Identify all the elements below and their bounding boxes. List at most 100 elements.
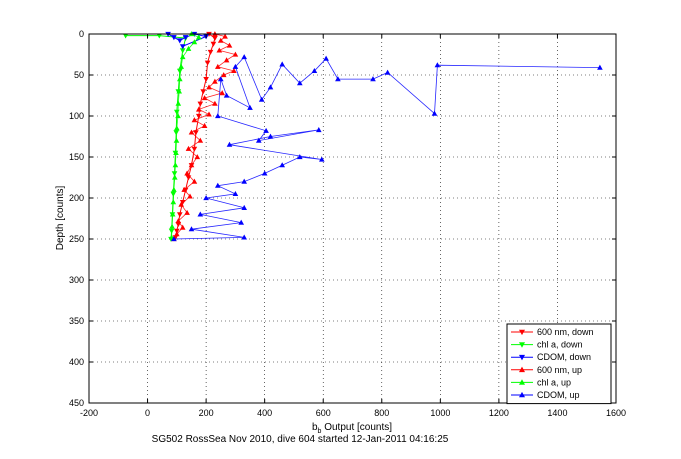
data-point bbox=[179, 44, 186, 50]
data-point bbox=[434, 62, 441, 68]
data-point bbox=[171, 171, 178, 177]
data-point bbox=[200, 89, 207, 95]
data-point bbox=[238, 219, 245, 225]
data-point bbox=[214, 182, 221, 188]
x-tick-label: 1200 bbox=[489, 408, 509, 418]
data-point bbox=[370, 76, 376, 82]
data-point bbox=[207, 49, 214, 55]
data-point bbox=[241, 54, 248, 60]
data-point bbox=[241, 204, 248, 210]
data-point bbox=[176, 38, 183, 44]
x-tick-label: 800 bbox=[374, 408, 389, 418]
data-point bbox=[315, 126, 322, 133]
legend-item: chl a, down bbox=[511, 340, 583, 350]
data-point bbox=[214, 113, 221, 119]
data-point bbox=[217, 76, 224, 82]
data-point bbox=[204, 60, 211, 66]
y-tick-label: 0 bbox=[79, 29, 84, 39]
legend-box bbox=[506, 323, 612, 405]
axes-box bbox=[88, 33, 617, 404]
legend-label: 600 nm, up bbox=[537, 365, 582, 375]
data-point bbox=[267, 133, 274, 139]
data-point bbox=[173, 228, 180, 234]
data-point bbox=[197, 211, 204, 217]
legend-item: 600 nm, down bbox=[511, 327, 594, 337]
grid-lines bbox=[89, 34, 616, 403]
legend-item: 600 nm, up bbox=[511, 365, 582, 375]
legend-label: 600 nm, down bbox=[537, 327, 594, 337]
series-600-nm-up bbox=[171, 31, 239, 242]
data-point bbox=[232, 190, 239, 196]
legend-label: chl a, up bbox=[537, 377, 571, 387]
data-point bbox=[175, 218, 182, 224]
data-point bbox=[176, 76, 183, 82]
data-point bbox=[187, 193, 193, 199]
data-point bbox=[206, 111, 212, 117]
data-point bbox=[226, 42, 233, 48]
data-point bbox=[184, 209, 190, 215]
data-point bbox=[173, 149, 179, 155]
series-chl-a-up bbox=[168, 31, 202, 240]
legend-item: CDOM, down bbox=[511, 352, 591, 362]
y-tick-label: 100 bbox=[69, 111, 84, 121]
x-tick-label: 1000 bbox=[430, 408, 450, 418]
data-point bbox=[170, 199, 177, 205]
data-point bbox=[267, 84, 274, 90]
series-line bbox=[173, 33, 237, 240]
legend-item: chl a, up bbox=[511, 377, 571, 387]
series-cdom-up bbox=[171, 54, 603, 242]
data-point bbox=[212, 100, 218, 106]
x-tick-label: 1600 bbox=[606, 408, 626, 418]
x-tick-label: 0 bbox=[145, 408, 150, 418]
legend-label: CDOM, up bbox=[537, 390, 580, 400]
y-tick-label: 450 bbox=[69, 398, 84, 408]
data-point bbox=[171, 236, 177, 242]
data-point bbox=[194, 154, 201, 160]
y-tick-label: 250 bbox=[69, 234, 84, 244]
data-point bbox=[197, 101, 204, 107]
y-tick-label: 350 bbox=[69, 316, 84, 326]
data-point bbox=[518, 329, 526, 336]
data-point bbox=[185, 145, 192, 151]
data-point bbox=[216, 47, 223, 53]
data-point bbox=[191, 117, 198, 123]
data-point bbox=[323, 55, 329, 61]
data-point bbox=[176, 88, 183, 94]
data-point bbox=[217, 37, 224, 43]
data-point bbox=[255, 137, 262, 143]
data-point bbox=[212, 78, 218, 84]
data-point bbox=[231, 67, 237, 73]
data-point bbox=[222, 33, 228, 39]
data-point bbox=[195, 113, 202, 119]
data-point bbox=[384, 69, 391, 75]
data-point bbox=[518, 379, 526, 385]
data-point bbox=[178, 201, 185, 207]
data-point bbox=[226, 141, 233, 147]
data-point bbox=[201, 95, 208, 101]
data-point bbox=[182, 35, 189, 41]
data-point bbox=[296, 154, 303, 160]
data-point bbox=[597, 64, 603, 70]
data-point bbox=[279, 162, 286, 168]
data-point bbox=[173, 130, 180, 136]
data-point bbox=[179, 54, 186, 60]
data-point bbox=[169, 211, 176, 217]
data-point bbox=[232, 51, 239, 57]
data-point bbox=[179, 224, 186, 230]
data-point bbox=[232, 63, 239, 69]
data-point bbox=[518, 342, 526, 348]
x-tick-label: 400 bbox=[257, 408, 272, 418]
data-point bbox=[191, 39, 198, 45]
data-point bbox=[188, 162, 195, 168]
data-point bbox=[223, 57, 230, 63]
data-point bbox=[171, 35, 177, 41]
chart-caption: SG502 RossSea Nov 2010, dive 604 started… bbox=[152, 434, 449, 445]
data-point bbox=[296, 80, 303, 86]
data-point bbox=[241, 178, 248, 184]
y-tick-label: 50 bbox=[74, 70, 84, 80]
data-point bbox=[247, 104, 253, 110]
data-point bbox=[191, 146, 198, 152]
data-point bbox=[214, 63, 221, 69]
